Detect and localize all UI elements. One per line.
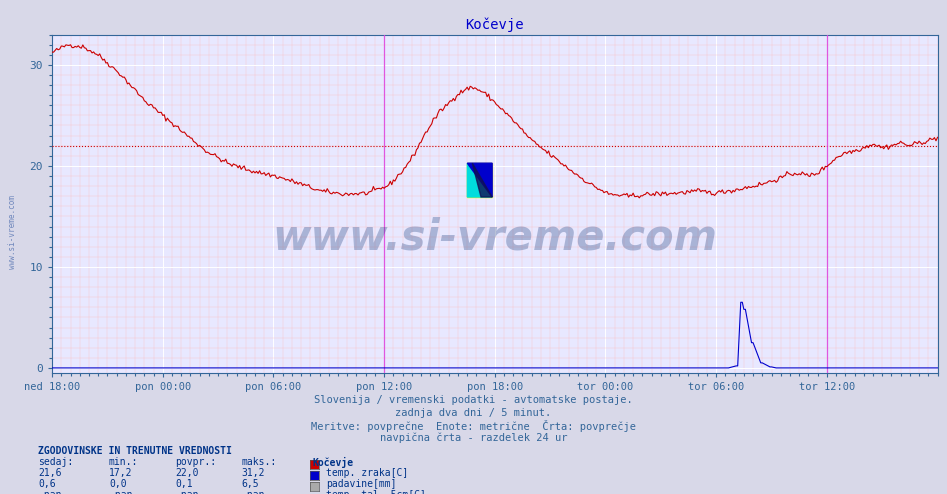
Text: povpr.:: povpr.: — [175, 457, 216, 467]
Text: sedaj:: sedaj: — [38, 457, 73, 467]
Text: -nan: -nan — [241, 490, 265, 494]
Text: zadnja dva dni / 5 minut.: zadnja dva dni / 5 minut. — [396, 408, 551, 417]
Text: www.si-vreme.com: www.si-vreme.com — [8, 195, 17, 269]
Text: Kočevje: Kočevje — [313, 457, 353, 468]
Text: 17,2: 17,2 — [109, 468, 133, 478]
Text: 21,6: 21,6 — [38, 468, 62, 478]
Polygon shape — [468, 163, 492, 197]
Text: Meritve: povprečne  Enote: metrične  Črta: povprečje: Meritve: povprečne Enote: metrične Črta:… — [311, 420, 636, 432]
Text: temp. zraka[C]: temp. zraka[C] — [326, 468, 408, 478]
Text: www.si-vreme.com: www.si-vreme.com — [273, 216, 717, 259]
Text: 22,0: 22,0 — [175, 468, 199, 478]
Text: navpična črta - razdelek 24 ur: navpična črta - razdelek 24 ur — [380, 432, 567, 443]
Bar — [468, 163, 492, 197]
Text: 0,0: 0,0 — [109, 479, 127, 489]
Text: -nan: -nan — [109, 490, 133, 494]
Text: Slovenija / vremenski podatki - avtomatske postaje.: Slovenija / vremenski podatki - avtomats… — [314, 395, 633, 405]
Text: 6,5: 6,5 — [241, 479, 259, 489]
Text: maks.:: maks.: — [241, 457, 277, 467]
Text: 0,1: 0,1 — [175, 479, 193, 489]
Polygon shape — [468, 163, 492, 197]
Text: -nan: -nan — [175, 490, 199, 494]
Text: min.:: min.: — [109, 457, 138, 467]
Text: 0,6: 0,6 — [38, 479, 56, 489]
Title: Kočevje: Kočevje — [466, 17, 524, 32]
Polygon shape — [473, 163, 492, 197]
Text: ZGODOVINSKE IN TRENUTNE VREDNOSTI: ZGODOVINSKE IN TRENUTNE VREDNOSTI — [38, 446, 232, 455]
Text: -nan: -nan — [38, 490, 62, 494]
Text: 31,2: 31,2 — [241, 468, 265, 478]
Text: padavine[mm]: padavine[mm] — [326, 479, 396, 489]
Text: temp. tal  5cm[C]: temp. tal 5cm[C] — [326, 490, 425, 494]
